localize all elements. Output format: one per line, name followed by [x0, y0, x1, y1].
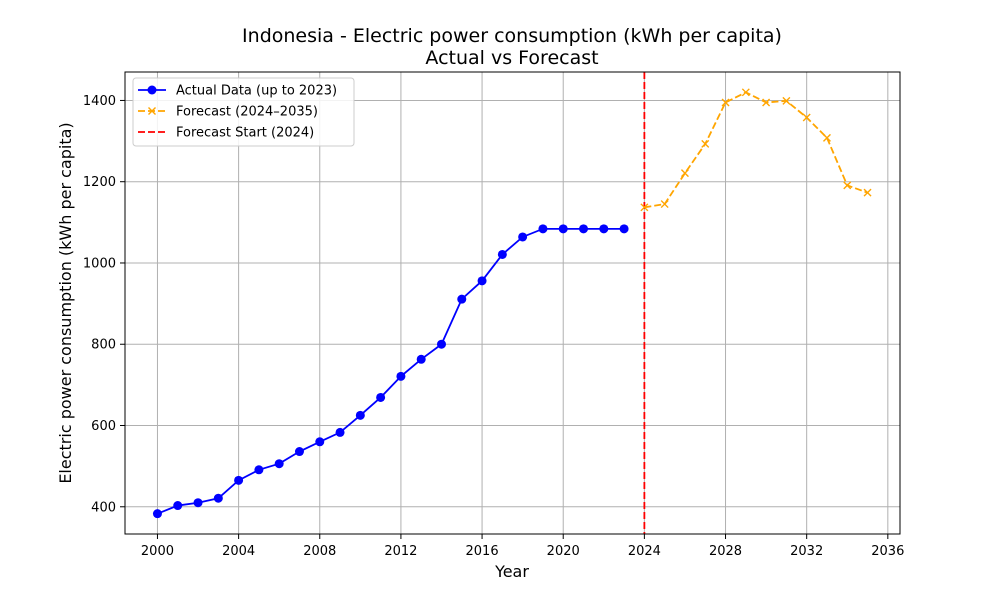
actual-data-point	[579, 224, 589, 234]
x-tick-label: 2016	[466, 544, 499, 559]
marker-stroke	[843, 181, 852, 190]
forecast-data-point	[660, 200, 669, 209]
actual-data-point	[152, 509, 162, 519]
x-tick-label: 2020	[547, 544, 580, 559]
y-tick-label: 800	[91, 338, 116, 353]
actual-data-point	[518, 232, 528, 242]
forecast-series-line	[644, 91, 868, 209]
forecast-data-point	[782, 96, 791, 105]
actual-data-point	[538, 224, 548, 234]
actual-data-point	[599, 224, 609, 234]
y-tick-label: 1000	[83, 256, 116, 271]
marker-stroke	[863, 188, 872, 197]
actual-data-point	[558, 224, 568, 234]
marker-stroke	[640, 203, 649, 212]
axis-ticks: 2000 2004 2008 2012 2016 2020 2024 2028 2032 2036…	[83, 94, 904, 559]
marker-stroke	[762, 98, 771, 107]
marker-stroke	[701, 139, 710, 148]
legend-label: Forecast (2024–2035)	[176, 105, 318, 120]
actual-data-point	[335, 427, 345, 437]
actual-data-point	[315, 437, 325, 447]
forecast-data-point	[843, 181, 852, 190]
x-tick-label: 2036	[871, 544, 904, 559]
forecast-data-point	[680, 169, 689, 178]
marker-stroke	[822, 133, 831, 142]
actual-data-point	[619, 224, 629, 234]
y-axis-label: Electric power consumption (kWh per capi…	[56, 122, 75, 483]
chart-title: Indonesia - Electric power consumption (…	[242, 25, 782, 47]
y-tick-label: 1400	[83, 94, 116, 109]
legend-box	[132, 77, 355, 147]
actual-data-point	[436, 339, 446, 349]
marker-stroke	[721, 98, 730, 107]
legend-marker	[148, 107, 156, 115]
marker-stroke	[660, 200, 669, 209]
x-tick-label: 2028	[709, 544, 742, 559]
x-tick-label: 2000	[141, 544, 174, 559]
actual-data-point	[294, 447, 304, 457]
marker-stroke	[741, 88, 750, 97]
actual-data-point	[396, 371, 406, 381]
forecast-data-point	[741, 88, 750, 97]
forecast-data-point	[701, 139, 710, 148]
forecast-data-point	[863, 188, 872, 197]
forecast-data-point	[822, 133, 831, 142]
x-tick-label: 2008	[303, 544, 336, 559]
x-axis-label: Year	[494, 562, 529, 581]
marker-stroke	[802, 113, 811, 122]
x-tick-label: 2012	[384, 544, 417, 559]
x-tick-label: 2004	[222, 544, 255, 559]
marker-stroke	[782, 96, 791, 105]
actual-data-point	[274, 459, 284, 469]
y-tick-label: 1200	[83, 175, 116, 190]
y-tick-label: 400	[91, 500, 116, 515]
forecast-data-point	[802, 113, 811, 122]
actual-series-line	[157, 227, 625, 515]
actual-data-point	[213, 493, 223, 503]
actual-data-point	[355, 410, 365, 420]
y-tick-label: 600	[91, 419, 116, 434]
actual-data-point	[457, 294, 467, 304]
x-tick-label: 2032	[790, 544, 823, 559]
actual-data-point	[234, 475, 244, 485]
actual-data-point	[497, 249, 507, 259]
plot-area-frame	[124, 71, 901, 535]
forecast-data-point	[721, 98, 730, 107]
actual-data-point	[193, 498, 203, 508]
legend-entry-forecast: Forecast (2024–2035)	[138, 105, 318, 120]
actual-data-point	[416, 354, 426, 364]
actual-data-point	[477, 276, 487, 286]
x-tick-label: 2024	[628, 544, 661, 559]
actual-data-point	[376, 392, 386, 402]
chart-subtitle: Actual vs Forecast	[425, 47, 598, 69]
marker-stroke	[680, 169, 689, 178]
grid-lines	[125, 72, 900, 534]
series-group	[152, 88, 872, 519]
legend-label: Forecast Start (2024)	[176, 126, 314, 141]
forecast-data-point	[762, 98, 771, 107]
legend-label: Actual Data (up to 2023)	[176, 84, 337, 99]
actual-data-point	[254, 465, 264, 475]
forecast-data-point	[640, 203, 649, 212]
legend-entry-actual: Actual Data (up to 2023)	[138, 84, 337, 99]
legend-entry-forecast-start: Forecast Start (2024)	[138, 126, 314, 141]
legend-marker	[147, 85, 157, 95]
actual-data-point	[173, 501, 183, 511]
legend: Actual Data (up to 2023) Forecast (2024–2…	[132, 77, 355, 147]
